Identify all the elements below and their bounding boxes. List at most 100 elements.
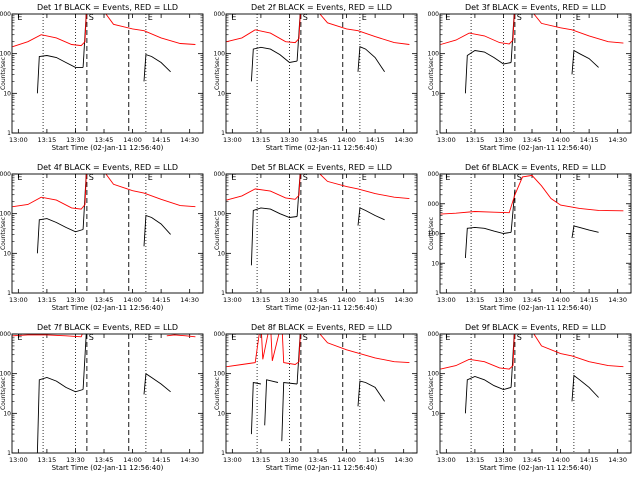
marker-label-s: S (303, 333, 308, 342)
series-events-line-3 (357, 46, 385, 73)
series-lld-line-1 (440, 334, 515, 370)
series-events-line-3 (571, 49, 599, 75)
marker-label-e: E (362, 333, 367, 342)
y-axis-label: Counts/sec (0, 217, 7, 250)
plot-frame (439, 333, 632, 454)
series-events-line-5 (357, 380, 385, 407)
marker-label-s: S (517, 333, 522, 342)
y-tick-label: 10 (217, 250, 225, 257)
x-axis-label: Start Time (02-Jan-11 12:56:40) (52, 464, 164, 472)
x-tick-label: 13:45 (523, 456, 542, 464)
x-axis-label: Start Time (02-Jan-11 12:56:40) (52, 304, 164, 312)
y-tick-label: 1 (7, 290, 11, 297)
marker-label-s: S (89, 173, 94, 182)
x-tick-label: 14:15 (152, 296, 171, 304)
x-tick-label: 14:15 (580, 136, 599, 144)
chart-svg: Det 2f BLACK = Events, RED = LLD Counts/s… (214, 3, 418, 152)
x-axis-label: Start Time (02-Jan-11 12:56:40) (480, 304, 592, 312)
plot-frame (225, 13, 418, 134)
plot-frame (439, 173, 632, 294)
x-tick-label: 14:30 (180, 136, 199, 144)
marker-label-s: S (303, 173, 308, 182)
plot-area (12, 334, 196, 453)
x-tick-label: 13:15 (252, 456, 271, 464)
marker-label-e: E (445, 13, 450, 22)
x-tick-label: 13:00 (437, 136, 456, 144)
series-events-line-2 (510, 334, 515, 388)
y-tick-label: 100 (428, 51, 439, 58)
x-tick-label: 14:15 (366, 456, 385, 464)
series-events-line-1 (36, 55, 84, 94)
x-tick-label: 14:00 (551, 296, 570, 304)
marker-label-e: E (576, 173, 581, 182)
x-tick-label: 13:00 (437, 296, 456, 304)
x-tick-label: 14:15 (152, 456, 171, 464)
series-lld-line-2 (319, 14, 410, 45)
marker-label-e: E (17, 13, 22, 22)
marker-label-e: E (362, 173, 367, 182)
x-tick-label: 13:45 (95, 136, 114, 144)
x-tick-label: 13:30 (66, 456, 85, 464)
plot-frame (11, 173, 204, 294)
series-events-line-3 (143, 53, 171, 82)
x-tick-label: 13:00 (223, 136, 242, 144)
x-tick-label: 14:30 (394, 136, 413, 144)
x-tick-label: 13:15 (466, 296, 485, 304)
marker-label-e: E (17, 173, 22, 182)
y-tick-label: 100 (214, 371, 225, 378)
series-lld-line-2 (319, 174, 410, 200)
marker-label-e: E (445, 173, 450, 182)
y-axis-label: Counts/sec (0, 57, 7, 90)
y-tick-label: 1 (435, 130, 439, 137)
y-tick-label: 1 (7, 450, 11, 457)
series-lld-line-1 (226, 14, 301, 44)
plot-area (440, 174, 624, 293)
x-tick-label: 14:15 (152, 136, 171, 144)
x-tick-label: 13:45 (309, 136, 328, 144)
series-lld-line-2 (105, 174, 196, 208)
x-tick-label: 13:00 (223, 296, 242, 304)
chart-svg: Det 9f BLACK = Events, RED = LLD Counts/s… (428, 323, 632, 472)
marker-label-e: E (362, 13, 367, 22)
x-tick-label: 13:30 (280, 456, 299, 464)
plot-area (226, 174, 410, 293)
x-tick-label: 13:15 (38, 296, 57, 304)
series-events-line-1 (250, 46, 298, 82)
x-tick-label: 14:00 (551, 136, 570, 144)
x-tick-label: 14:30 (394, 456, 413, 464)
x-tick-label: 13:45 (309, 296, 328, 304)
y-tick-label: 100 (0, 51, 11, 58)
plot-area (226, 14, 410, 133)
plot-frame (225, 173, 418, 294)
x-axis-label: Start Time (02-Jan-11 12:56:40) (480, 464, 592, 472)
x-tick-label: 13:30 (280, 296, 299, 304)
y-tick-label: 100 (0, 211, 11, 218)
x-tick-label: 13:30 (494, 296, 513, 304)
marker-label-s: S (517, 13, 522, 22)
x-tick-label: 14:15 (366, 136, 385, 144)
chart-title: Det 5f BLACK = Events, RED = LLD (251, 163, 392, 172)
x-tick-label: 14:30 (394, 296, 413, 304)
chart-panel-6: Det 6f BLACK = Events, RED = LLD Counts/s… (428, 160, 638, 320)
chart-panel-1: Det 1f BLACK = Events, RED = LLD Counts/s… (0, 0, 210, 160)
x-tick-label: 13:30 (66, 296, 85, 304)
x-tick-label: 13:00 (9, 296, 28, 304)
series-events-line-1 (36, 377, 84, 453)
chart-title: Det 1f BLACK = Events, RED = LLD (37, 3, 178, 12)
x-tick-label: 14:00 (123, 136, 142, 144)
y-tick-label: 100 (214, 51, 225, 58)
x-axis-label: Start Time (02-Jan-11 12:56:40) (266, 144, 378, 152)
marker-label-e: E (445, 333, 450, 342)
series-events-line-1 (250, 381, 261, 435)
series-events-line-1 (250, 207, 298, 266)
y-tick-label: 10 (217, 410, 225, 417)
x-tick-label: 13:45 (95, 296, 114, 304)
x-tick-label: 13:45 (95, 456, 114, 464)
series-lld-line-1 (12, 14, 87, 48)
